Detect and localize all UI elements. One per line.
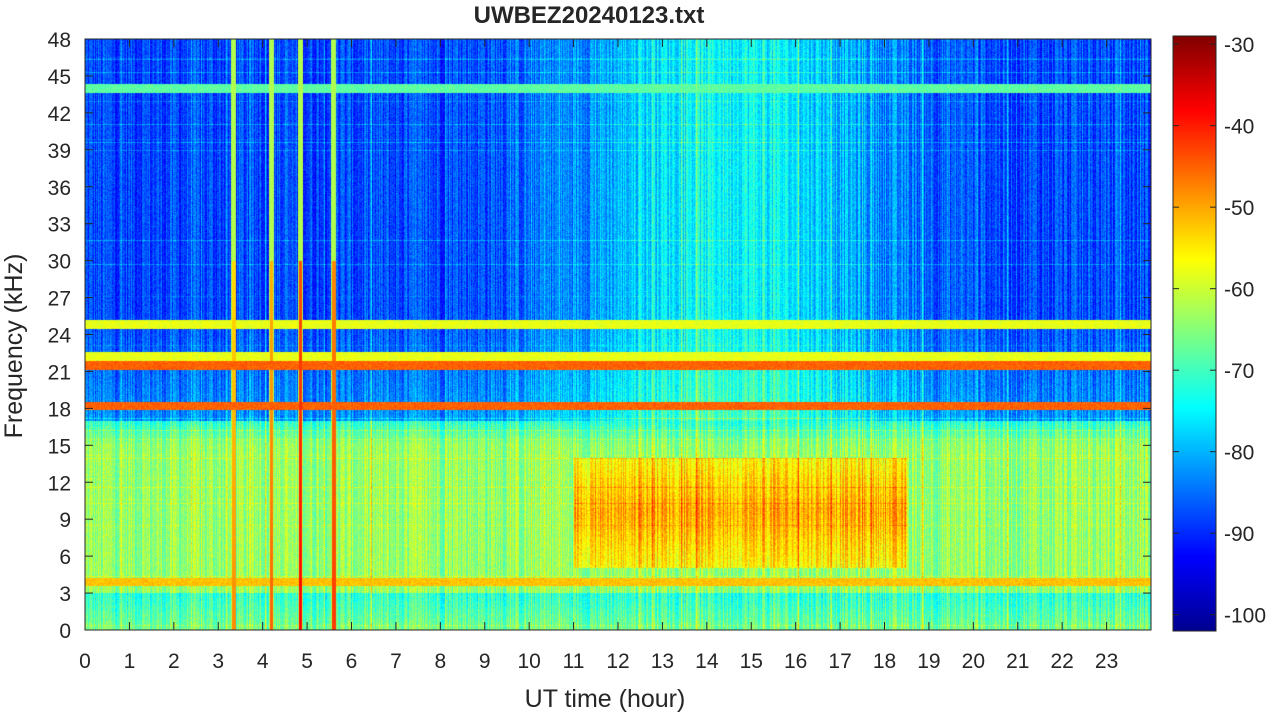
x-tick-label: 10 [517,650,540,673]
x-tick-label: 12 [606,650,629,673]
x-tick-label: 15 [740,650,763,673]
x-axis-label: UT time (hour) [525,685,686,713]
x-tick-label: 7 [390,650,402,673]
colorbar-tick-label: -30 [1224,34,1254,57]
y-tick-label: 6 [59,546,71,569]
x-tick-label: 6 [346,650,358,673]
colorbar-scale [1173,36,1216,631]
y-axis-label: Frequency (kHz) [0,254,28,439]
y-tick-label: 9 [59,509,71,532]
y-tick-label: 18 [48,398,71,421]
y-tick-label: 39 [48,140,71,163]
heatmap-fo [85,39,1151,630]
y-tick-label: 30 [48,251,71,274]
y-tick-label: 3 [59,583,71,606]
colorbar-tick-label: -70 [1224,360,1254,383]
x-tick-label: 22 [1050,650,1073,673]
y-tick-label: 24 [48,325,72,348]
x-tick-label: 3 [212,650,224,673]
x-tick-label: 20 [962,650,985,673]
colorbar-tick-label: -90 [1224,523,1254,546]
colorbar-tick-label: -60 [1224,279,1254,302]
x-tick-label: 0 [79,650,91,673]
y-tick-label: 15 [48,435,71,458]
x-tick-label: 21 [1006,650,1029,673]
x-tick-label: 2 [168,650,180,673]
y-tick-label: 0 [59,620,71,643]
x-tick-label: 18 [873,650,896,673]
x-tick-label: 23 [1095,650,1118,673]
y-tick-label: 27 [48,288,71,311]
x-tick-label: 8 [434,650,446,673]
x-tick-label: 13 [651,650,674,673]
y-tick-label: 42 [48,103,71,126]
x-tick-label: 4 [257,650,269,673]
y-tick-label: 48 [48,29,71,52]
x-tick-label: 16 [784,650,807,673]
colorbar-tick-label: -40 [1224,116,1254,139]
heatmap-canvas [85,39,1151,630]
y-tick-label: 45 [48,66,71,89]
plot-area [84,38,1152,631]
y-tick-label: 33 [48,214,71,237]
y-tick-label: 12 [48,472,71,495]
colorbar-tick-label: -80 [1224,442,1254,465]
x-tick-label: 1 [124,650,136,673]
x-tick-label: 19 [917,650,940,673]
colorbar-tick-label: -50 [1224,197,1254,220]
x-axis: 0 1 2 3 4 5 6 7 8 9 10 11 12 13 14 15 16 17 18 19 20 21 22 23 [79,39,1118,673]
x-tick-label: 11 [563,650,585,673]
colorbar-ticks: -30 -40 -50 -60 -70 -80 -90 -100 [1173,34,1266,628]
x-tick-label: 17 [828,650,851,673]
x-tick-label: 5 [301,650,313,673]
x-tick-label: 14 [695,650,719,673]
y-tick-label: 36 [48,177,71,200]
x-tick-label: 9 [479,650,491,673]
chart-title: UWBEZ20240123.txt [474,2,705,29]
colorbar-frame [1172,35,1217,632]
colorbar: -30 -40 -50 -60 -70 -80 -90 -100 [1172,34,1266,632]
y-tick-label: 21 [48,361,71,384]
colorbar-tick-label: -100 [1224,605,1266,628]
